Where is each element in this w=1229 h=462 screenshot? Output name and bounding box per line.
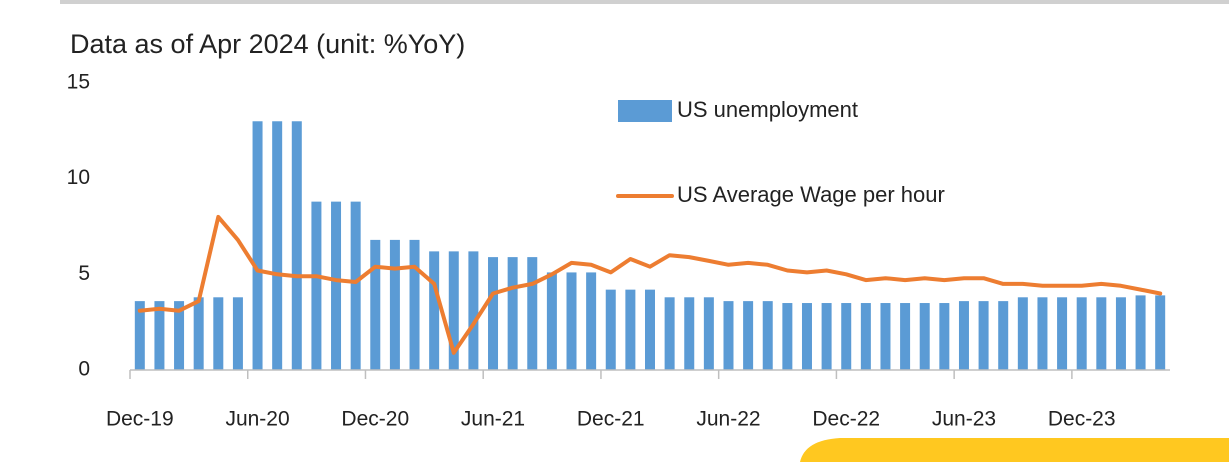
bar [743,301,754,370]
bar [723,301,734,370]
bar [998,301,1009,370]
bar [1135,295,1146,370]
bar [370,239,381,370]
bar [429,251,440,370]
bar [684,297,695,370]
y-tick-label: 10 [67,166,90,189]
y-tick-label: 5 [78,262,90,285]
bar [448,251,459,370]
legend-label: US Average Wage per hour [677,182,945,207]
bar [880,303,891,370]
bar [546,272,557,370]
legend-swatch [618,100,672,122]
bar [134,301,145,370]
bar [331,201,342,370]
y-tick-label: 15 [67,71,90,94]
bar [841,303,852,370]
decor-shape [800,438,1229,462]
bar [821,303,832,370]
bar [488,257,499,370]
bar [350,201,361,370]
y-tick-label: 0 [78,358,90,381]
bar [1037,297,1048,370]
x-tick-label: Dec-19 [106,408,174,431]
bar [782,303,793,370]
x-tick-label: Jun-20 [225,408,289,431]
x-tick-label: Dec-20 [341,408,409,431]
bar [389,239,400,370]
bar [193,297,204,370]
bar [958,301,969,370]
x-tick-label: Jun-22 [696,408,760,431]
x-tick-label: Jun-23 [932,408,996,431]
bar [762,301,773,370]
bar [566,272,577,370]
bar [1096,297,1107,370]
legend-label: US unemployment [677,97,858,122]
x-tick-label: Dec-22 [812,408,880,431]
bar [1057,297,1068,370]
bar [664,297,675,370]
x-tick-label: Jun-21 [461,408,525,431]
bar [507,257,518,370]
bar [860,303,871,370]
bar [703,297,714,370]
bar [213,297,224,370]
bar [1155,295,1166,370]
bar [978,301,989,370]
bar [409,239,420,370]
bar [272,121,283,371]
bar [1017,297,1028,370]
bar [527,257,538,370]
bar [919,303,930,370]
bar [311,201,322,370]
bar [252,121,263,371]
plot-area: 0 5 10 15 Dec-19 Jun-20 Dec-20 Jun-21 Dec-21 Jun-… [67,71,1170,431]
bar [900,303,911,370]
bar [1076,297,1087,370]
bar [1115,297,1126,370]
bar [645,289,655,370]
bar [586,272,597,370]
x-tick-label: Dec-21 [577,408,645,431]
bar [232,297,243,370]
bar [468,251,479,370]
bar [174,301,185,370]
x-tick-label: Dec-23 [1048,408,1116,431]
bar [291,121,302,371]
bar [605,289,616,370]
bar [625,289,636,370]
bar [154,301,165,370]
bar [801,303,812,370]
chart-title: Data as of Apr 2024 (unit: %YoY) [70,29,465,59]
line [137,214,1163,355]
bar [939,303,950,370]
